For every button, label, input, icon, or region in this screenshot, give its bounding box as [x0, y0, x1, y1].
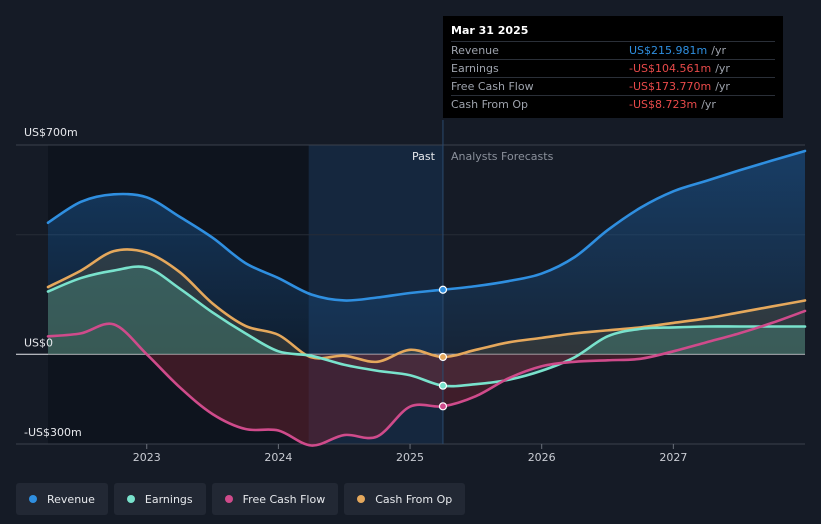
- legend-dot-icon: [224, 495, 233, 503]
- tooltip-row-revenue: Revenue US$215.981m /yr: [451, 41, 775, 59]
- series-markers: [438, 285, 448, 411]
- tooltip-row-earnings: Earnings -US$104.561m /yr: [451, 59, 775, 77]
- data-tooltip: Mar 31 2025 Revenue US$215.981m /yr Earn…: [443, 16, 783, 118]
- x-tick-label: 2026: [528, 451, 556, 464]
- tooltip-unit: /yr: [715, 80, 730, 93]
- legend-label: Earnings: [144, 492, 193, 506]
- legend-item-earnings[interactable]: Earnings: [113, 483, 206, 515]
- legend-item-cash-from-op[interactable]: Cash From Op: [344, 483, 466, 515]
- cash-from-op-marker: [438, 352, 448, 362]
- earnings-marker: [438, 381, 448, 390]
- free-cash-flow-marker: [438, 402, 448, 411]
- x-axis: 2023 2024 2025 2026 2027: [133, 444, 687, 464]
- legend-item-free-cash-flow[interactable]: Free Cash Flow: [211, 483, 339, 515]
- legend-dot-icon: [357, 495, 366, 503]
- revenue-marker: [438, 285, 448, 294]
- tooltip-unit: /yr: [715, 62, 730, 75]
- free-cash-flow-line: [46, 309, 807, 447]
- series-lines: [46, 149, 807, 447]
- earnings-area-positive: [48, 266, 805, 355]
- past-label: Past: [412, 150, 436, 163]
- y-label-bottom: -US$300m: [24, 426, 82, 439]
- legend-label: Revenue: [47, 492, 95, 506]
- tooltip-value: -US$173.770m: [629, 80, 712, 93]
- forecast-label: Analysts Forecasts: [451, 150, 554, 163]
- y-label-top: US$700m: [24, 126, 78, 139]
- tooltip-row-free-cash-flow: Free Cash Flow -US$173.770m /yr: [451, 77, 775, 95]
- tooltip-unit: /yr: [701, 98, 716, 111]
- y-label-zero: US$0: [24, 336, 53, 349]
- revenue-area-positive: [48, 150, 805, 355]
- tooltip-label: Cash From Op: [451, 98, 529, 111]
- x-tick-label: 2024: [264, 451, 292, 464]
- legend-dot-icon: [126, 495, 135, 503]
- tooltip-value: -US$104.561m: [629, 62, 712, 75]
- tooltip-label: Earnings: [451, 62, 499, 75]
- cash-from-op-line: [46, 248, 807, 364]
- earnings-line: [46, 265, 807, 388]
- tooltip-unit: /yr: [711, 44, 726, 57]
- legend-item-revenue[interactable]: Revenue: [16, 483, 108, 515]
- legend-label: Free Cash Flow: [242, 492, 326, 506]
- tooltip-value: -US$8.723m: [629, 98, 698, 111]
- legend-label: Cash From Op: [375, 492, 453, 506]
- revenue-line: [46, 149, 807, 302]
- legend-dot-icon: [29, 495, 37, 503]
- tooltip-label: Free Cash Flow: [451, 80, 534, 93]
- tooltip-row-cash-from-op: Cash From Op -US$8.723m /yr: [451, 95, 775, 113]
- tooltip-date: Mar 31 2025: [451, 24, 529, 37]
- x-tick-label: 2027: [659, 451, 687, 464]
- chart-legend: Revenue Earnings Free Cash Flow Cash Fro…: [16, 483, 466, 515]
- free-cash-flow-area-negative: [48, 354, 805, 446]
- tooltip-label: Revenue: [451, 44, 499, 57]
- x-tick-label: 2025: [396, 451, 424, 464]
- x-tick-label: 2023: [133, 451, 161, 464]
- tooltip-value: US$215.981m: [629, 44, 708, 57]
